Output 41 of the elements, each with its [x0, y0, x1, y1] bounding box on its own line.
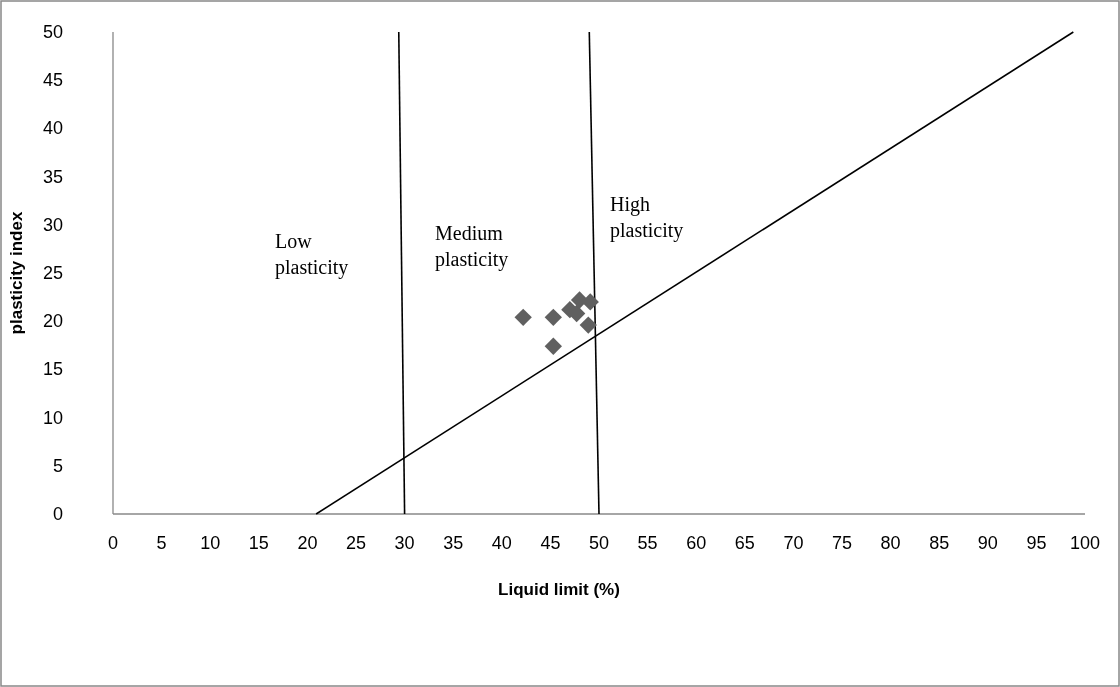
- x-tick-label: 30: [394, 533, 415, 553]
- x-tick-label: 90: [977, 533, 998, 553]
- x-tick-label: 60: [686, 533, 707, 553]
- y-tick-label: 10: [42, 407, 63, 428]
- y-tick-label: 50: [42, 22, 63, 42]
- x-tick-label: 35: [443, 533, 464, 553]
- x-tick-label: 50: [588, 533, 610, 553]
- x-tick-label: 80: [880, 533, 901, 553]
- y-axis-title: plasticity index: [7, 211, 26, 335]
- x-tick-label: 70: [783, 533, 804, 553]
- x-tick-label: 95: [1026, 533, 1047, 553]
- point: [544, 308, 562, 326]
- y-tick-label: 0: [52, 504, 63, 524]
- y-tick-label: 40: [42, 118, 63, 139]
- y-tick-label: 15: [42, 359, 63, 380]
- x-tick-label: 45: [540, 533, 561, 553]
- x-tick-label: 25: [345, 533, 367, 553]
- x-tick-label: 55: [637, 533, 658, 553]
- y-tick-label: 30: [42, 214, 63, 235]
- x-tick-label: 10: [200, 533, 221, 553]
- x-tick-label: 100: [1069, 533, 1101, 553]
- y-tick-label: 45: [42, 70, 63, 91]
- annotation: Low plasticity: [275, 230, 349, 279]
- y-tick-label: 20: [42, 311, 63, 332]
- annotation: Medium plasticity: [435, 222, 509, 271]
- x-tick-label: 75: [831, 533, 853, 553]
- y-tick-label: 35: [42, 166, 63, 187]
- y-tick-label: 25: [42, 263, 63, 283]
- point: [544, 337, 562, 355]
- x-tick-label: 65: [734, 533, 755, 553]
- x-axis-title: Liquid limit (%): [498, 580, 620, 599]
- x-tick-label: 20: [297, 533, 318, 553]
- x-tick-label: 40: [491, 533, 512, 553]
- annotation: High plasticity: [610, 193, 684, 242]
- y-tick-label: 5: [52, 455, 63, 476]
- x-tick-label: 5: [156, 533, 167, 553]
- x-tick-label: 85: [929, 533, 950, 553]
- x-tick-label: 15: [248, 533, 269, 553]
- point: [514, 308, 532, 326]
- x-tick-label: 0: [107, 533, 119, 553]
- point: [579, 316, 597, 334]
